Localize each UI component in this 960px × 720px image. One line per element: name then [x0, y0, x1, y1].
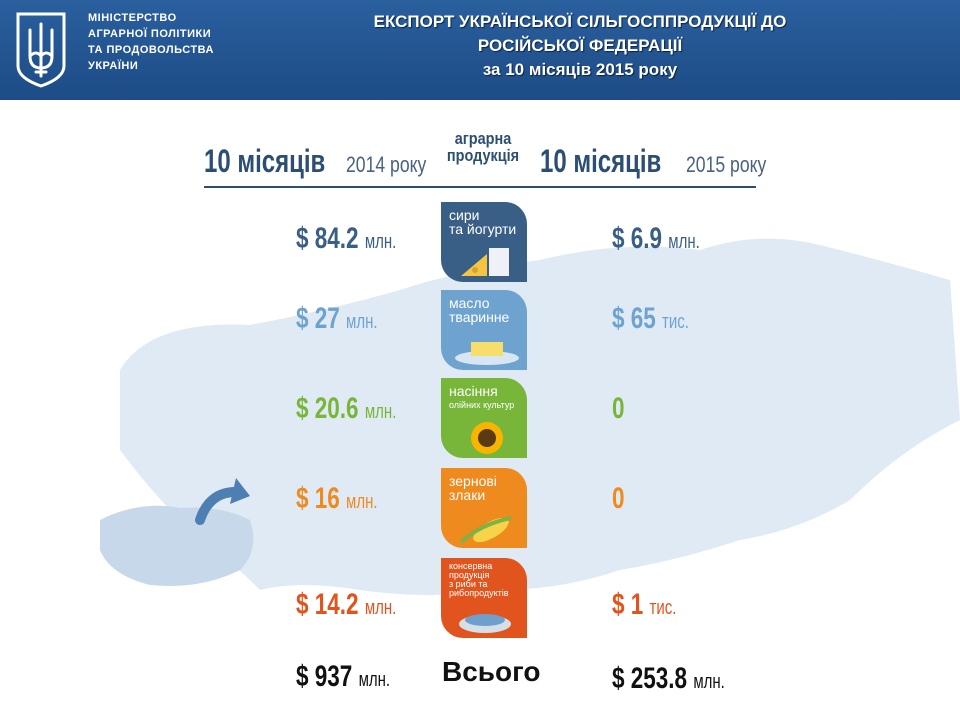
- tile-label-line: зернові: [449, 473, 497, 489]
- center-head-line: аграрна: [454, 129, 512, 148]
- total-amount: $ 253.8: [612, 662, 688, 695]
- tile-label-line: насіння: [449, 383, 498, 399]
- tile-label: консервна продукція з риби та рибопродуктів: [449, 562, 509, 598]
- tile-label: зернові злаки: [449, 474, 497, 502]
- tile-label: сири та йогурти: [449, 208, 516, 236]
- title-line: РОСІЙСЬКОЇ ФЕДЕРАЦІЇ: [477, 36, 683, 55]
- total-2014: $ 937 млн.: [296, 660, 390, 694]
- value-amount: $ 14.2: [296, 588, 359, 621]
- value-unit: млн.: [346, 491, 378, 513]
- ministry-name: МІНІСТЕРСТВО АГРАРНОЇ ПОЛІТИКИ ТА ПРОДОВ…: [88, 10, 248, 74]
- value-2015: 0: [612, 392, 625, 426]
- value-2015: $ 1 тис.: [612, 588, 676, 622]
- value-2015: $ 65 тис.: [612, 302, 689, 336]
- tile-label: масло тваринне: [449, 296, 509, 324]
- tile-label-line: консервна: [449, 561, 493, 571]
- value-2014: $ 84.2 млн.: [296, 222, 396, 256]
- value-2014: $ 14.2 млн.: [296, 588, 396, 622]
- cheese-icon: [461, 248, 509, 276]
- left-head-small: 2014 року: [345, 152, 427, 177]
- value-2015: 0: [612, 482, 625, 516]
- coat-of-arms-icon: [16, 12, 66, 88]
- value-amount: $ 27: [296, 302, 340, 335]
- center-head-line: продукція: [446, 146, 520, 165]
- ministry-line: МІНІСТЕРСТВО: [88, 12, 177, 24]
- left-head-big: 10 місяців: [204, 143, 326, 179]
- ministry-line: АГРАРНОЇ ПОЛІТИКИ: [88, 28, 212, 40]
- category-tile-seeds: насіння олійних культур: [441, 378, 527, 458]
- center-head: аграрна продукція: [440, 130, 526, 164]
- page-title: ЕКСПОРТ УКРАЇНСЬКОЇ СІЛЬГОСППРОДУКЦІЇ ДО…: [280, 10, 880, 82]
- fish-can-icon: [459, 614, 511, 633]
- tile-label-line: злаки: [449, 487, 486, 503]
- header-2015: 10 місяців 2015 року: [540, 143, 786, 180]
- tile-label-line: продукція: [449, 570, 490, 580]
- total-amount: $ 937: [296, 660, 353, 693]
- value-amount: $ 65: [612, 302, 656, 335]
- value-amount: $ 16: [296, 482, 340, 515]
- tile-label: насіння олійних культур: [449, 384, 514, 412]
- category-tile-fish: консервна продукція з риби та рибопродуктів: [441, 558, 527, 638]
- ministry-line: УКРАЇНИ: [88, 60, 139, 72]
- tile-label-line: та йогурти: [449, 221, 517, 237]
- tile-label-line: сири: [449, 207, 480, 223]
- value-unit: млн.: [364, 401, 397, 423]
- value-2015: $ 6.9 млн.: [612, 222, 700, 256]
- category-tile-grain: зернові злаки: [441, 468, 527, 548]
- total-label: Всього: [442, 656, 541, 687]
- header-2014: 10 місяців 2014 року: [204, 143, 446, 180]
- value-unit: млн.: [346, 311, 378, 333]
- tile-label-line: тваринне: [449, 309, 510, 325]
- map-background: [100, 238, 960, 596]
- total-unit: млн.: [693, 671, 725, 693]
- value-amount: 0: [612, 392, 625, 425]
- value-amount: 0: [612, 482, 625, 515]
- header-bar: [0, 0, 960, 100]
- ukraine-shape: [100, 505, 254, 586]
- value-2014: $ 27 млн.: [296, 302, 378, 336]
- value-unit: млн.: [668, 231, 700, 253]
- header-rule: [204, 186, 756, 188]
- sunflower-icon: [471, 422, 503, 454]
- tile-label-line: з риби та: [449, 579, 488, 589]
- right-head-small: 2015 року: [685, 152, 767, 177]
- value-amount: $ 84.2: [296, 222, 359, 255]
- value-2014: $ 16 млн.: [296, 482, 378, 516]
- ministry-line: ТА ПРОДОВОЛЬСТВА: [88, 44, 214, 56]
- value-2014: $ 20.6 млн.: [296, 392, 396, 426]
- arrow-head-icon: [230, 478, 250, 504]
- value-amount: $ 20.6: [296, 392, 359, 425]
- value-amount: $ 6.9: [612, 222, 663, 255]
- value-unit: млн.: [364, 597, 397, 619]
- tile-label-line: олійних культур: [449, 400, 515, 410]
- total-2015: $ 253.8 млн.: [612, 662, 725, 696]
- category-tile-cheese: сири та йогурти: [441, 202, 527, 282]
- butter-icon: [455, 342, 519, 365]
- tile-label-line: рибопродуктів: [449, 588, 509, 598]
- total-unit: млн.: [358, 669, 391, 691]
- right-head-big: 10 місяців: [540, 143, 662, 179]
- category-tile-butter: масло тваринне: [441, 290, 527, 370]
- tile-label-line: масло: [449, 295, 490, 311]
- value-unit: тис.: [662, 311, 689, 333]
- value-amount: $ 1: [612, 588, 644, 621]
- title-line: за 10 місяців 2015 року: [482, 60, 678, 79]
- title-line: ЕКСПОРТ УКРАЇНСЬКОЇ СІЛЬГОСППРОДУКЦІЇ ДО: [373, 12, 787, 31]
- value-unit: тис.: [649, 597, 677, 619]
- value-unit: млн.: [364, 231, 397, 253]
- corn-icon: [459, 516, 512, 544]
